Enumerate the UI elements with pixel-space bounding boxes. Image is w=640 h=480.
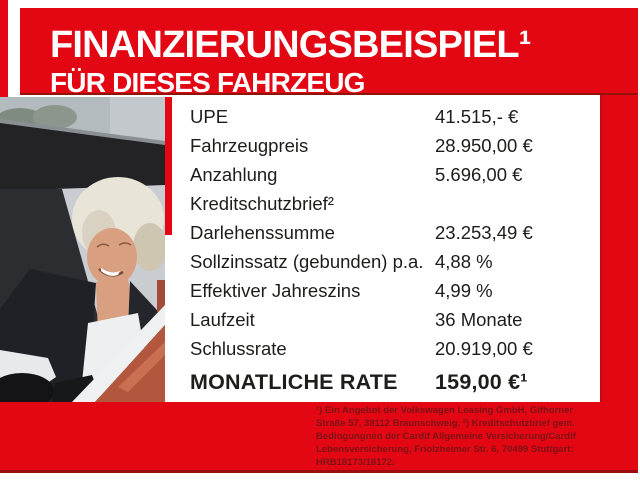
table-row: Laufzeit 36 Monate: [190, 305, 592, 334]
row-value: 23.253,49 €: [435, 221, 533, 243]
financing-table: UPE 41.515,- € Fahrzeugpreis 28.950,00 €…: [190, 102, 592, 399]
row-value: 4,88 %: [435, 250, 493, 272]
monthly-rate-row: MONATLICHE RATE 159,00 €¹: [190, 365, 592, 399]
page-subtitle: FÜR DIESES FAHRZEUG: [50, 67, 365, 98]
table-row: Fahrzeugpreis 28.950,00 €: [190, 131, 592, 160]
row-value: 20.919,00 €: [435, 337, 533, 359]
table-row: Schlussrate 20.919,00 €: [190, 334, 592, 363]
footnote-line: ¹) Ein Angebot der Volkswagen Leasing Gm…: [316, 405, 574, 416]
row-value: 28.950,00 €: [435, 134, 533, 156]
table-row: Anzahlung 5.696,00 €: [190, 160, 592, 189]
footer-red-band: [0, 402, 638, 473]
footnote-line: HRB18173/18172.: [316, 456, 395, 468]
row-label: Laufzeit: [190, 308, 255, 330]
table-row: Effektiver Jahreszins 4,99 %: [190, 276, 592, 305]
car-photo-illustration: [0, 97, 165, 402]
table-row: Darlehenssumme 23.253,49 €: [190, 218, 592, 247]
table-row: UPE 41.515,- €: [190, 102, 592, 131]
row-value: 41.515,- €: [435, 105, 519, 127]
row-value: 36 Monate: [435, 308, 523, 330]
footnote-line: Lebensversicherung, Friolzheimer Str. 6,…: [316, 443, 574, 455]
row-label: Sollzinssatz (gebunden) p.a.: [190, 250, 424, 272]
row-label: UPE: [190, 105, 229, 127]
header-banner: FINANZIERUNGSBEISPIEL¹ FÜR DIESES FAHRZE…: [20, 8, 638, 98]
monthly-rate-label: MONATLICHE RATE: [190, 369, 398, 394]
row-label: Anzahlung: [190, 163, 278, 185]
row-label: Effektiver Jahreszins: [190, 279, 361, 301]
row-label: Fahrzeugpreis: [190, 134, 309, 156]
left-red-strip: [0, 0, 8, 99]
row-value: 5.696,00 €: [435, 163, 523, 185]
row-value: 4,99 %: [435, 279, 493, 301]
page-title: FINANZIERUNGSBEISPIEL¹: [50, 24, 531, 66]
photo-edge-red-strip: [165, 97, 172, 235]
table-row: Sollzinssatz (gebunden) p.a. 4,88 %: [190, 247, 592, 276]
footnote-line: Straße 57, 38112 Braunschweig. ²) Kredit…: [316, 417, 575, 429]
monthly-rate-value: 159,00 €¹: [435, 369, 528, 394]
row-label: Darlehenssumme: [190, 221, 335, 243]
legal-footnote: ¹) Ein Angebot der Volkswagen Leasing Gm…: [316, 405, 634, 470]
row-label: Schlussrate: [190, 337, 287, 359]
row-label: Kreditschutzbrief²: [190, 192, 334, 214]
table-row: Kreditschutzbrief²: [190, 189, 592, 218]
footnote-line: Bedingungnen der Cardif Allgemeine Versi…: [316, 430, 576, 442]
car-photo: [0, 97, 165, 402]
